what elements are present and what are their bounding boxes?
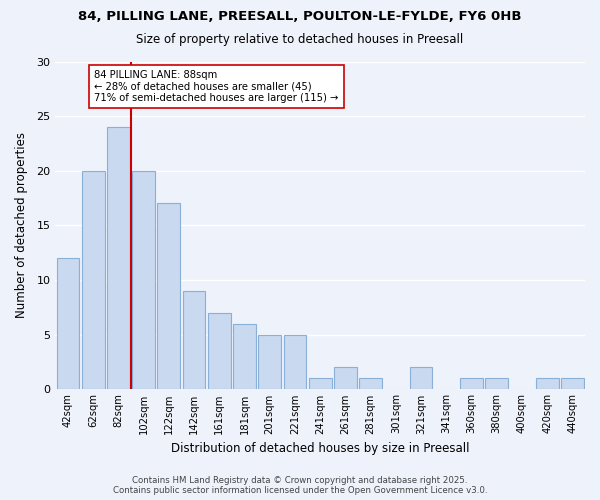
Bar	[259, 334, 281, 389]
Bar	[107, 127, 130, 389]
Bar	[82, 170, 104, 389]
Bar	[132, 170, 155, 389]
Bar	[334, 368, 357, 389]
Bar	[284, 334, 306, 389]
Bar	[182, 291, 205, 389]
Bar	[410, 368, 433, 389]
Bar	[561, 378, 584, 389]
Bar	[56, 258, 79, 389]
Bar	[460, 378, 483, 389]
Bar	[208, 312, 230, 389]
Bar	[233, 324, 256, 389]
Bar	[309, 378, 332, 389]
Text: 84, PILLING LANE, PREESALL, POULTON-LE-FYLDE, FY6 0HB: 84, PILLING LANE, PREESALL, POULTON-LE-F…	[78, 10, 522, 23]
Text: Size of property relative to detached houses in Preesall: Size of property relative to detached ho…	[136, 32, 464, 46]
Text: 84 PILLING LANE: 88sqm
← 28% of detached houses are smaller (45)
71% of semi-det: 84 PILLING LANE: 88sqm ← 28% of detached…	[94, 70, 339, 103]
Bar	[359, 378, 382, 389]
Bar	[485, 378, 508, 389]
X-axis label: Distribution of detached houses by size in Preesall: Distribution of detached houses by size …	[171, 442, 469, 455]
Y-axis label: Number of detached properties: Number of detached properties	[15, 132, 28, 318]
Bar	[536, 378, 559, 389]
Bar	[157, 204, 180, 389]
Text: Contains HM Land Registry data © Crown copyright and database right 2025.
Contai: Contains HM Land Registry data © Crown c…	[113, 476, 487, 495]
